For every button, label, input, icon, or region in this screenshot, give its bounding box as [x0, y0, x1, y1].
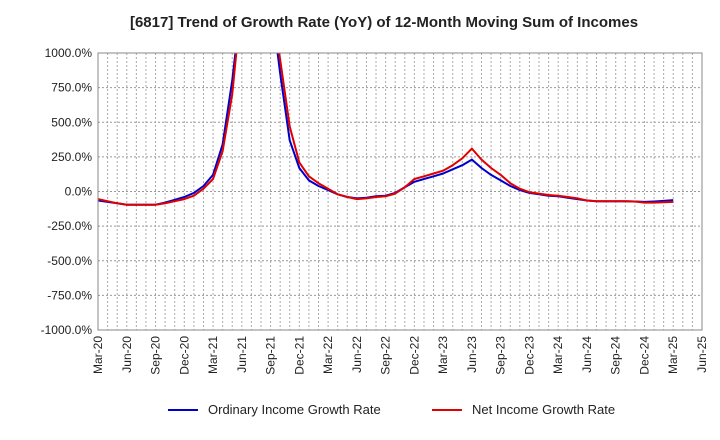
x-tick-label: Jun-20 — [120, 336, 134, 373]
x-tick-label: Jun-24 — [580, 336, 594, 373]
x-tick-label: Sep-24 — [609, 336, 623, 375]
x-tick-label: Jun-25 — [695, 336, 709, 373]
legend-label-1: Ordinary Income Growth Rate — [208, 402, 381, 417]
x-tick-label: Jun-21 — [235, 336, 249, 373]
series-line-2 — [278, 53, 674, 204]
x-tick-label: Dec-23 — [522, 336, 536, 375]
x-tick-label: Mar-20 — [91, 336, 105, 374]
y-tick-label: -750.0% — [47, 288, 92, 302]
y-tick-label: 750.0% — [51, 81, 92, 95]
x-tick-label: Sep-22 — [379, 336, 393, 375]
x-tick-label: Mar-23 — [436, 336, 450, 374]
x-tick-label: Mar-22 — [321, 336, 335, 374]
x-tick-label: Sep-23 — [494, 336, 508, 375]
y-tick-label: 500.0% — [51, 115, 92, 129]
x-tick-label: Dec-20 — [177, 336, 191, 375]
x-axis-ticks: Mar-20 Jun-20 Sep-20 Dec-20 Mar-21 Jun-21 Sep-… — [91, 336, 709, 375]
x-tick-label: Mar-21 — [206, 336, 220, 374]
x-tick-label: Jun-23 — [465, 336, 479, 373]
legend: Ordinary Income Growth Rate Net Income Gr… — [168, 402, 615, 417]
series-line-2 — [98, 53, 238, 206]
y-tick-label: -500.0% — [47, 254, 92, 268]
y-tick-label: -250.0% — [47, 219, 92, 233]
y-tick-label: 1000.0% — [45, 46, 93, 60]
y-axis-ticks: 1000.0% 750.0% 500.0% 250.0% 0.0% -250.0% -500… — [41, 46, 93, 337]
chart-title: [6817] Trend of Growth Rate (YoY) of 12-… — [130, 14, 638, 31]
x-tick-label: Dec-22 — [407, 336, 421, 375]
x-tick-label: Dec-24 — [637, 336, 651, 375]
y-tick-label: 250.0% — [51, 150, 92, 164]
legend-label-2: Net Income Growth Rate — [472, 402, 615, 417]
y-tick-label: 0.0% — [65, 185, 93, 199]
y-tick-label: -1000.0% — [41, 323, 93, 337]
x-tick-label: Jun-22 — [350, 336, 364, 373]
x-tick-label: Dec-21 — [292, 336, 306, 375]
plot-frame — [97, 52, 703, 331]
x-tick-label: Mar-25 — [666, 336, 680, 374]
x-tick-label: Sep-21 — [264, 336, 278, 375]
series-lines — [98, 53, 674, 206]
x-tick-label: Sep-20 — [149, 336, 163, 375]
x-tick-label: Mar-24 — [551, 336, 565, 374]
